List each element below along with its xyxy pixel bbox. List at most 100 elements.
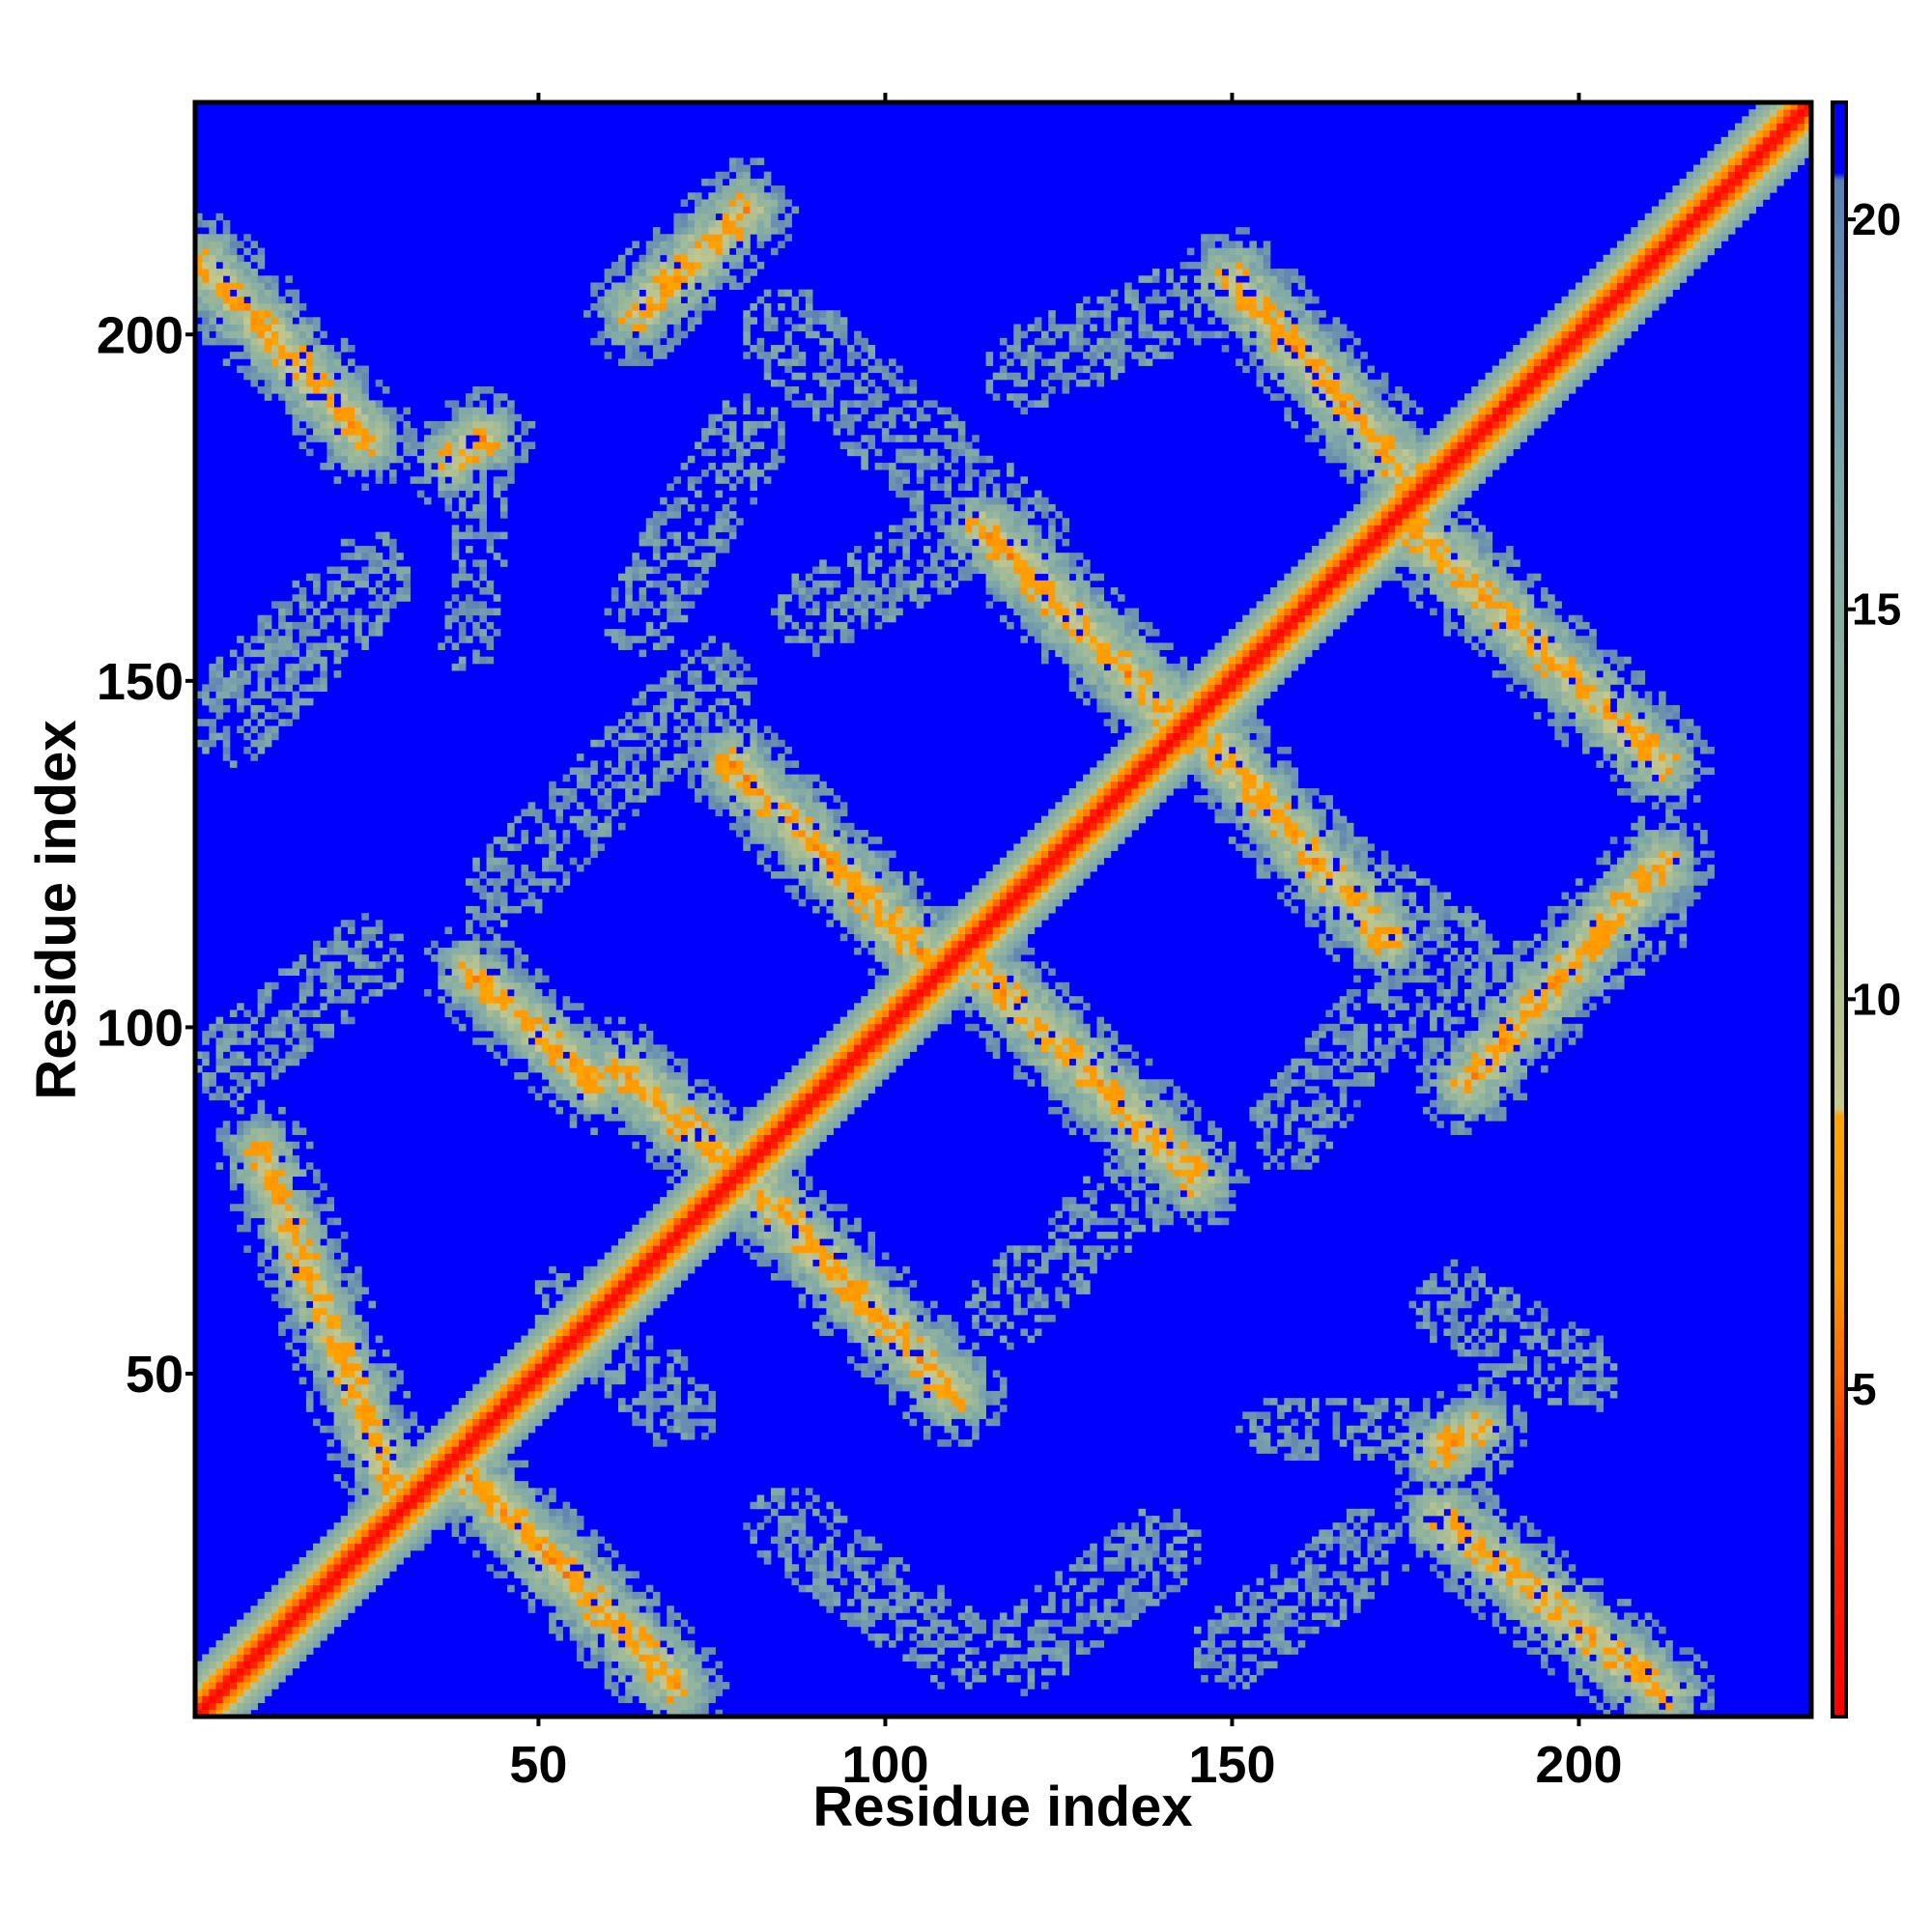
heatmap-cell — [305, 1044, 314, 1052]
heatmap-cell — [493, 961, 501, 969]
heatmap-cell — [396, 594, 404, 602]
heatmap-cell — [195, 1682, 203, 1690]
heatmap-cell — [715, 719, 724, 726]
heatmap-cell — [270, 345, 279, 353]
heatmap-cell — [458, 1508, 467, 1517]
heatmap-cell — [292, 1571, 300, 1578]
heatmap-cell — [347, 1016, 355, 1025]
heatmap-cell — [278, 1176, 286, 1184]
heatmap-cell — [215, 1086, 224, 1094]
heatmap-cell — [604, 822, 612, 831]
heatmap-cell — [298, 1571, 307, 1578]
heatmap-cell — [215, 269, 224, 276]
heatmap-cell — [652, 289, 661, 298]
heatmap-cell — [355, 1466, 362, 1475]
heatmap-cell — [701, 234, 709, 242]
heatmap-cell — [305, 1626, 314, 1634]
heatmap-cell — [555, 1037, 563, 1045]
heatmap-cell — [660, 587, 668, 595]
heatmap-cell — [499, 1363, 508, 1371]
heatmap-cell — [327, 420, 334, 429]
heatmap-cell — [313, 1557, 321, 1565]
heatmap-cell — [660, 289, 668, 298]
heatmap-cell — [458, 420, 467, 429]
heatmap-cell — [292, 413, 300, 422]
heatmap-cell — [590, 1335, 598, 1344]
heatmap-cell — [687, 1217, 696, 1226]
heatmap-cell — [694, 1224, 702, 1233]
heatmap-cell — [333, 1425, 342, 1434]
heatmap-cell — [270, 1072, 279, 1080]
heatmap-cell — [632, 1356, 639, 1364]
heatmap-cell — [222, 753, 231, 761]
heatmap-cell — [292, 1363, 300, 1371]
heatmap-cell — [507, 420, 515, 429]
heatmap-cell — [451, 531, 460, 540]
heatmap-cell — [305, 1549, 314, 1558]
heatmap-cell — [438, 1522, 445, 1530]
heatmap-cell — [618, 1079, 626, 1087]
heatmap-cell — [542, 1370, 550, 1378]
heatmap-cell — [728, 206, 737, 214]
heatmap-cell — [292, 1654, 300, 1662]
heatmap-cell — [736, 1224, 744, 1233]
heatmap-cell — [673, 275, 682, 283]
heatmap-cell — [562, 795, 571, 803]
heatmap-cell — [264, 1689, 272, 1696]
heatmap-cell — [493, 1363, 501, 1371]
heatmap-cell — [611, 1099, 619, 1108]
heatmap-cell — [590, 1051, 598, 1060]
heatmap-cell — [618, 296, 626, 304]
heatmap-cell — [722, 407, 730, 415]
heatmap-cell — [521, 1425, 529, 1434]
heatmap-cell — [583, 809, 591, 817]
heatmap-cell — [257, 1176, 266, 1184]
heatmap-cell — [493, 448, 501, 457]
heatmap-cell — [305, 1204, 314, 1211]
heatmap-cell — [479, 954, 487, 962]
heatmap-cell — [576, 767, 584, 776]
heatmap-cell — [527, 1405, 536, 1412]
heatmap-cell — [645, 1280, 654, 1288]
heatmap-cell — [285, 1252, 293, 1261]
heatmap-cell — [382, 1349, 390, 1357]
heatmap-cell — [431, 1508, 439, 1517]
heatmap-cell — [701, 559, 709, 567]
heatmap-cell — [292, 1210, 300, 1219]
heatmap-cell — [229, 1099, 238, 1108]
heatmap-cell — [701, 1169, 709, 1178]
heatmap-cell — [715, 1189, 724, 1198]
heatmap-cell — [514, 815, 522, 824]
heatmap-cell — [389, 1446, 397, 1454]
heatmap-cell — [660, 1224, 668, 1233]
heatmap-cell — [521, 1003, 529, 1010]
heatmap-cell — [521, 455, 529, 464]
heatmap-cell — [298, 1640, 307, 1648]
heatmap-cell — [701, 1674, 709, 1683]
heatmap-cell — [389, 1501, 397, 1510]
heatmap-cell — [389, 594, 397, 602]
heatmap-cell — [305, 988, 314, 997]
heatmap-cell — [493, 483, 501, 492]
heatmap-cell — [549, 1508, 556, 1517]
heatmap-cell — [250, 1148, 259, 1156]
heatmap-cell — [660, 1106, 668, 1115]
heatmap-cell — [466, 601, 473, 609]
heatmap-cell — [340, 920, 349, 927]
heatmap-cell — [416, 1543, 425, 1551]
heatmap-cell — [597, 1363, 606, 1371]
heatmap-cell — [479, 490, 487, 498]
heatmap-cell — [632, 1086, 639, 1094]
heatmap-cell — [549, 830, 556, 838]
heatmap-cell — [479, 1003, 487, 1010]
heatmap-cell — [285, 1633, 293, 1641]
heatmap-cell — [416, 476, 425, 484]
heatmap-cell — [639, 1280, 647, 1288]
heatmap-cell — [701, 1245, 709, 1253]
heatmap-cell — [243, 670, 251, 678]
heatmap-cell — [270, 324, 279, 332]
heatmap-cell — [562, 1079, 571, 1087]
heatmap-cell — [486, 926, 495, 934]
heatmap-cell — [278, 1031, 286, 1038]
heatmap-cell — [479, 428, 487, 436]
